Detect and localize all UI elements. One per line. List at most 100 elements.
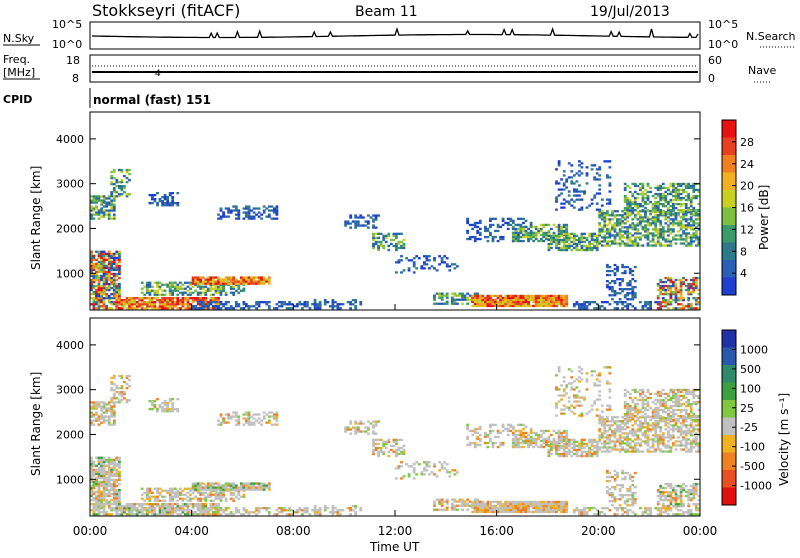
- velocity-cell: [105, 473, 108, 475]
- power-cell: [176, 204, 179, 206]
- power-cell: [639, 236, 642, 238]
- velocity-cell: [268, 411, 271, 413]
- power-cell: [520, 228, 523, 230]
- power-cell: [677, 197, 680, 199]
- power-cell: [182, 284, 185, 286]
- power-cell: [611, 218, 614, 220]
- velocity-cell: [98, 491, 101, 493]
- velocity-cell: [255, 482, 258, 484]
- velocity-cell: [128, 513, 131, 515]
- power-cell: [171, 292, 174, 294]
- velocity-cell: [161, 408, 164, 410]
- power-cell: [637, 218, 640, 220]
- power-cell: [484, 299, 487, 301]
- power-cell: [670, 209, 673, 211]
- velocity-cell: [517, 511, 520, 513]
- power-cell: [520, 303, 523, 305]
- velocity-cell: [499, 509, 502, 511]
- power-cell: [598, 232, 601, 234]
- velocity-cell: [359, 509, 362, 511]
- velocity-cell: [530, 511, 533, 513]
- power-cell: [601, 305, 604, 307]
- velocity-cell: [515, 436, 518, 438]
- power-cell: [670, 295, 673, 297]
- velocity-cell: [192, 507, 195, 509]
- power-cell: [639, 224, 642, 226]
- velocity-cell: [540, 511, 543, 513]
- power-cell: [108, 267, 111, 269]
- power-cell: [98, 293, 101, 295]
- power-cell: [542, 234, 545, 236]
- velocity-cell: [456, 509, 459, 511]
- power-cell: [243, 283, 246, 285]
- power-cell: [520, 297, 523, 299]
- power-cell: [677, 230, 680, 232]
- power-cell: [692, 289, 695, 291]
- power-cell: [563, 170, 566, 172]
- velocity-cell: [207, 482, 210, 484]
- power-cell: [159, 286, 162, 288]
- velocity-cell: [565, 432, 568, 434]
- power-cell: [677, 299, 680, 301]
- velocity-cell: [115, 513, 118, 515]
- power-cell: [479, 301, 482, 303]
- power-cell: [362, 224, 365, 226]
- velocity-cell: [151, 505, 154, 507]
- power-cell: [156, 202, 159, 204]
- power-cell: [525, 220, 528, 222]
- velocity-cell: [494, 507, 497, 509]
- velocity-cell: [512, 444, 515, 446]
- velocity-cell: [466, 505, 469, 507]
- velocity-cell: [479, 509, 482, 511]
- power-cell: [263, 301, 266, 303]
- power-cell: [151, 303, 154, 305]
- velocity-cell: [166, 503, 169, 505]
- power-cell: [629, 224, 632, 226]
- power-cell: [672, 209, 675, 211]
- power-cell: [108, 287, 111, 289]
- power-cell: [176, 301, 179, 303]
- power-cell: [95, 285, 98, 287]
- velocity-cell: [156, 500, 159, 502]
- velocity-cell: [151, 513, 154, 515]
- y-tick-label: 1000: [56, 267, 84, 280]
- power-cell: [695, 218, 698, 220]
- velocity-cell: [121, 511, 124, 513]
- velocity-cell: [420, 473, 423, 475]
- velocity-cell: [332, 507, 335, 509]
- velocity-cell: [210, 489, 213, 491]
- velocity-cell: [545, 503, 548, 505]
- velocity-cell: [93, 483, 96, 485]
- velocity-cell: [176, 398, 179, 400]
- power-cell: [606, 244, 609, 246]
- velocity-cell: [408, 473, 411, 475]
- power-cell: [550, 237, 553, 239]
- power-cell: [372, 227, 375, 229]
- power-cell: [166, 303, 169, 305]
- power-cell: [202, 288, 205, 290]
- power-cell: [530, 232, 533, 234]
- power-cell: [659, 187, 662, 189]
- velocity-cell: [413, 469, 416, 471]
- velocity-cell: [95, 509, 98, 511]
- power-cell: [156, 292, 159, 294]
- velocity-cell: [115, 469, 118, 471]
- power-cell: [670, 279, 673, 281]
- velocity-cell: [171, 500, 174, 502]
- power-cell: [113, 279, 116, 281]
- power-cell: [113, 195, 116, 197]
- velocity-cell: [189, 488, 192, 490]
- velocity-cell: [235, 411, 238, 413]
- power-cell: [581, 235, 584, 237]
- power-cell: [568, 235, 571, 237]
- power-cell: [662, 197, 665, 199]
- velocity-cell: [207, 511, 210, 513]
- power-cell: [309, 307, 312, 309]
- power-cell: [690, 197, 693, 199]
- velocity-cell: [113, 401, 116, 403]
- power-cell: [540, 240, 543, 242]
- velocity-cell: [118, 459, 121, 461]
- power-cell: [436, 293, 439, 295]
- power-cell: [652, 203, 655, 205]
- power-cell: [110, 265, 113, 267]
